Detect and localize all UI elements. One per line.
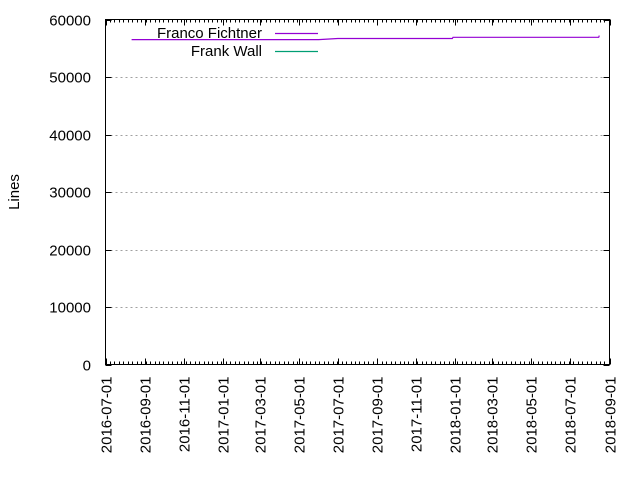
y-tick-label: 0 — [83, 358, 91, 375]
y-tick-label: 50000 — [49, 70, 91, 87]
x-tick-labels: 2016-07-01 2016-09-01 2016-11-01 2017-01-01… — [99, 377, 620, 454]
x-tick-label: 2017-11-01 — [409, 377, 426, 453]
legend: Franco Fichtner Frank Wall — [157, 25, 318, 60]
x-tick-label: 2017-01-01 — [216, 377, 233, 454]
y-tick-label: 40000 — [49, 128, 91, 145]
y-grid — [105, 77, 610, 308]
y-tick-label: 60000 — [49, 13, 91, 30]
y-tick-label: 10000 — [49, 300, 91, 317]
y-tick-labels: 0 10000 20000 30000 40000 50000 60000 — [49, 13, 91, 375]
y-ticks — [105, 20, 610, 366]
legend-item-frank-wall: Frank Wall — [191, 43, 318, 60]
x-tick-label: 2018-09-01 — [603, 377, 620, 454]
x-tick-label: 2016-09-01 — [138, 377, 155, 454]
x-tick-label: 2018-05-01 — [524, 377, 541, 454]
plot-frame — [105, 19, 610, 365]
series-lines — [131, 35, 600, 41]
legend-label: Frank Wall — [191, 43, 262, 60]
series-line — [131, 35, 600, 41]
x-tick-label: 2017-07-01 — [331, 377, 348, 454]
x-tick-label: 2017-05-01 — [292, 377, 309, 454]
x-tick-label: 2016-07-01 — [99, 377, 116, 454]
y-tick-label: 20000 — [49, 243, 91, 260]
y-axis-label: Lines — [6, 174, 23, 210]
x-tick-label: 2018-03-01 — [485, 377, 502, 454]
x-tick-label: 2018-01-01 — [448, 377, 465, 454]
legend-label: Franco Fichtner — [157, 25, 262, 42]
x-tick-label: 2016-11-01 — [177, 377, 194, 453]
x-tick-label: 2017-03-01 — [253, 377, 270, 454]
y-tick-label: 30000 — [49, 185, 91, 202]
x-tick-label: 2017-09-01 — [370, 377, 387, 454]
x-tick-label: 2018-07-01 — [563, 377, 580, 454]
legend-item-franco-fichtner: Franco Fichtner — [157, 25, 318, 42]
